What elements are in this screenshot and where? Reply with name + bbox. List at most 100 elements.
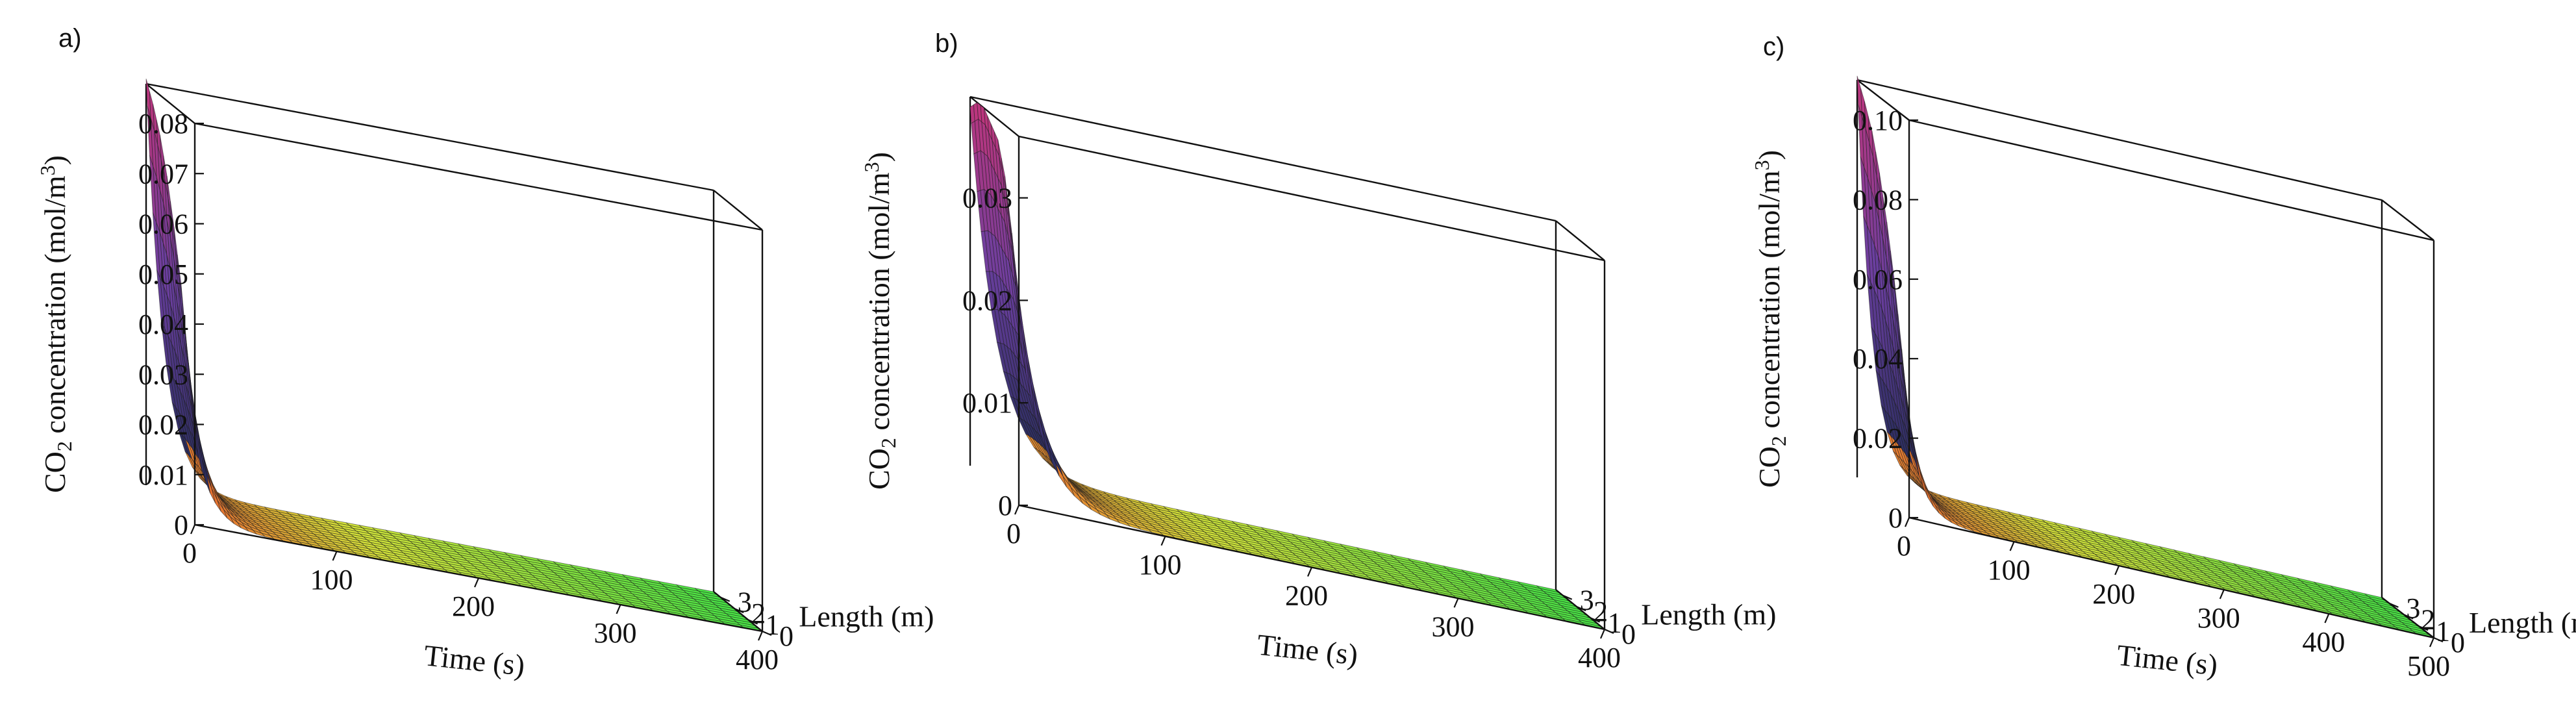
length-tick-label: 1 — [1608, 607, 1622, 639]
box-top-right — [2381, 199, 2434, 241]
panel-label: a) — [58, 24, 82, 53]
time-tick-mark — [2114, 565, 2120, 575]
time-tick-label: 0 — [1897, 530, 1911, 562]
time-tick-label: 300 — [1432, 611, 1475, 642]
length-axis-title: Length (m) — [1641, 598, 1776, 631]
concentration-tick-label: 0.10 — [1853, 105, 1903, 136]
length-axis-title: Length (m) — [799, 600, 934, 633]
length-tick-mark — [1576, 606, 1586, 612]
box-top-left — [1857, 79, 1910, 121]
box-top-front — [1018, 135, 1605, 262]
time-tick-label: 300 — [2197, 602, 2240, 634]
time-tick-label: 100 — [310, 564, 353, 596]
time-tick-mark — [332, 551, 338, 561]
time-tick-mark — [1307, 567, 1313, 577]
time-tick-label: 500 — [2407, 650, 2450, 682]
concentration-tick-label: 0.02 — [138, 409, 188, 441]
chart-panel-a: 0 0.01 0.02 0.03 0.04 0.05 0.06 0.07 0.08 0 100 200… — [36, 24, 934, 682]
length-axis-title: Length (m) — [2469, 606, 2576, 639]
length-tick-mark — [2403, 614, 2414, 620]
time-axis-title: Time (s) — [2116, 638, 2220, 682]
box-top-back — [969, 95, 1557, 222]
time-tick-mark — [2219, 589, 2225, 599]
length-tick-mark — [2433, 637, 2444, 643]
length-tick-mark — [1590, 617, 1601, 623]
concentration-tick-label: 0.05 — [138, 258, 188, 290]
length-tick-label: 0 — [779, 620, 794, 652]
concentration-tick-label: 0.01 — [138, 459, 188, 491]
time-tick-label: 400 — [1578, 642, 1621, 674]
box-top-right — [1555, 220, 1605, 261]
length-tick-mark — [2388, 602, 2399, 608]
time-axis-title: Time (s) — [1256, 628, 1360, 672]
concentration-tick-label: 0 — [174, 509, 188, 541]
time-tick-mark — [616, 604, 621, 614]
time-tick-mark — [1014, 505, 1020, 515]
box-top-front — [194, 122, 763, 231]
concentration-axis-title: CO2 concentration (mol/m3) — [36, 155, 76, 493]
time-tick-label: 200 — [1285, 580, 1328, 612]
concentration-tick-label: 0.04 — [138, 309, 188, 340]
concentration-tick-label: 0.01 — [962, 387, 1012, 419]
concentration-tick-label: 0.02 — [962, 284, 1012, 316]
time-tick-mark — [1904, 517, 1910, 527]
length-tick-mark — [2418, 625, 2429, 631]
time-tick-mark — [1160, 536, 1166, 546]
box-top-right — [713, 190, 763, 231]
concentration-tick-label: 0.04 — [1853, 343, 1903, 375]
panel-label: b) — [935, 29, 958, 58]
panel-label: c) — [1763, 32, 1784, 61]
time-tick-mark — [2429, 637, 2435, 648]
length-tick-label: 2 — [1594, 596, 1608, 627]
time-tick-mark — [757, 631, 764, 641]
chart-panel-c: 00.020.040.060.080.100100200300400500012… — [1750, 32, 2576, 682]
time-tick-label: 200 — [2092, 578, 2135, 610]
time-tick-mark — [2009, 541, 2015, 551]
time-axis-line — [1908, 516, 2434, 639]
time-axis-title: Time (s) — [423, 638, 527, 682]
length-tick-mark — [748, 619, 758, 625]
concentration-tick-label: 0.08 — [1853, 184, 1903, 216]
length-tick-label: 1 — [766, 609, 780, 641]
box-top-left — [145, 83, 195, 124]
concentration-tick-label: 0.07 — [138, 158, 188, 190]
concentration-axis-title: CO2 concentration (mol/m3) — [860, 152, 900, 490]
surface-mesh — [145, 79, 763, 632]
concentration-tick-label: 0.02 — [1853, 423, 1903, 455]
length-tick-label: 2 — [2421, 604, 2435, 636]
length-tick-label: 1 — [2436, 615, 2450, 647]
surface-mesh — [969, 101, 1605, 630]
time-tick-label: 0 — [182, 537, 197, 569]
length-tick-label: 3 — [738, 586, 752, 618]
length-tick-label: 3 — [2406, 592, 2420, 624]
time-tick-mark — [1599, 629, 1606, 639]
time-tick-label: 400 — [2302, 626, 2345, 658]
time-tick-mark — [473, 577, 480, 588]
length-tick-label: 3 — [1580, 585, 1594, 616]
concentration-tick-label: 0.03 — [138, 359, 188, 390]
concentration-axis-title: CO2 concentration (mol/m3) — [1750, 150, 1790, 488]
time-tick-label: 400 — [736, 644, 779, 675]
time-tick-label: 200 — [452, 590, 495, 622]
length-tick-mark — [720, 596, 731, 602]
box-top-back — [145, 82, 714, 192]
time-tick-label: 0 — [1007, 518, 1021, 549]
concentration-tick-label: 0 — [998, 490, 1012, 522]
concentration-tick-label: 0.08 — [138, 108, 188, 140]
time-tick-mark — [2324, 613, 2330, 624]
time-tick-label: 300 — [594, 617, 637, 649]
length-tick-mark — [734, 608, 744, 614]
time-tick-mark — [1453, 598, 1459, 608]
length-tick-label: 0 — [1621, 618, 1636, 650]
concentration-tick-label: 0 — [1888, 502, 1903, 534]
surface-mesh — [1857, 75, 2434, 638]
length-tick-label: 2 — [751, 598, 766, 629]
length-tick-mark — [762, 630, 772, 637]
length-tick-mark — [1604, 628, 1614, 635]
concentration-tick-label: 0.06 — [1853, 264, 1903, 296]
time-tick-label: 100 — [1988, 554, 2031, 586]
time-tick-mark — [190, 524, 196, 535]
concentration-tick-label: 0.06 — [138, 208, 188, 240]
